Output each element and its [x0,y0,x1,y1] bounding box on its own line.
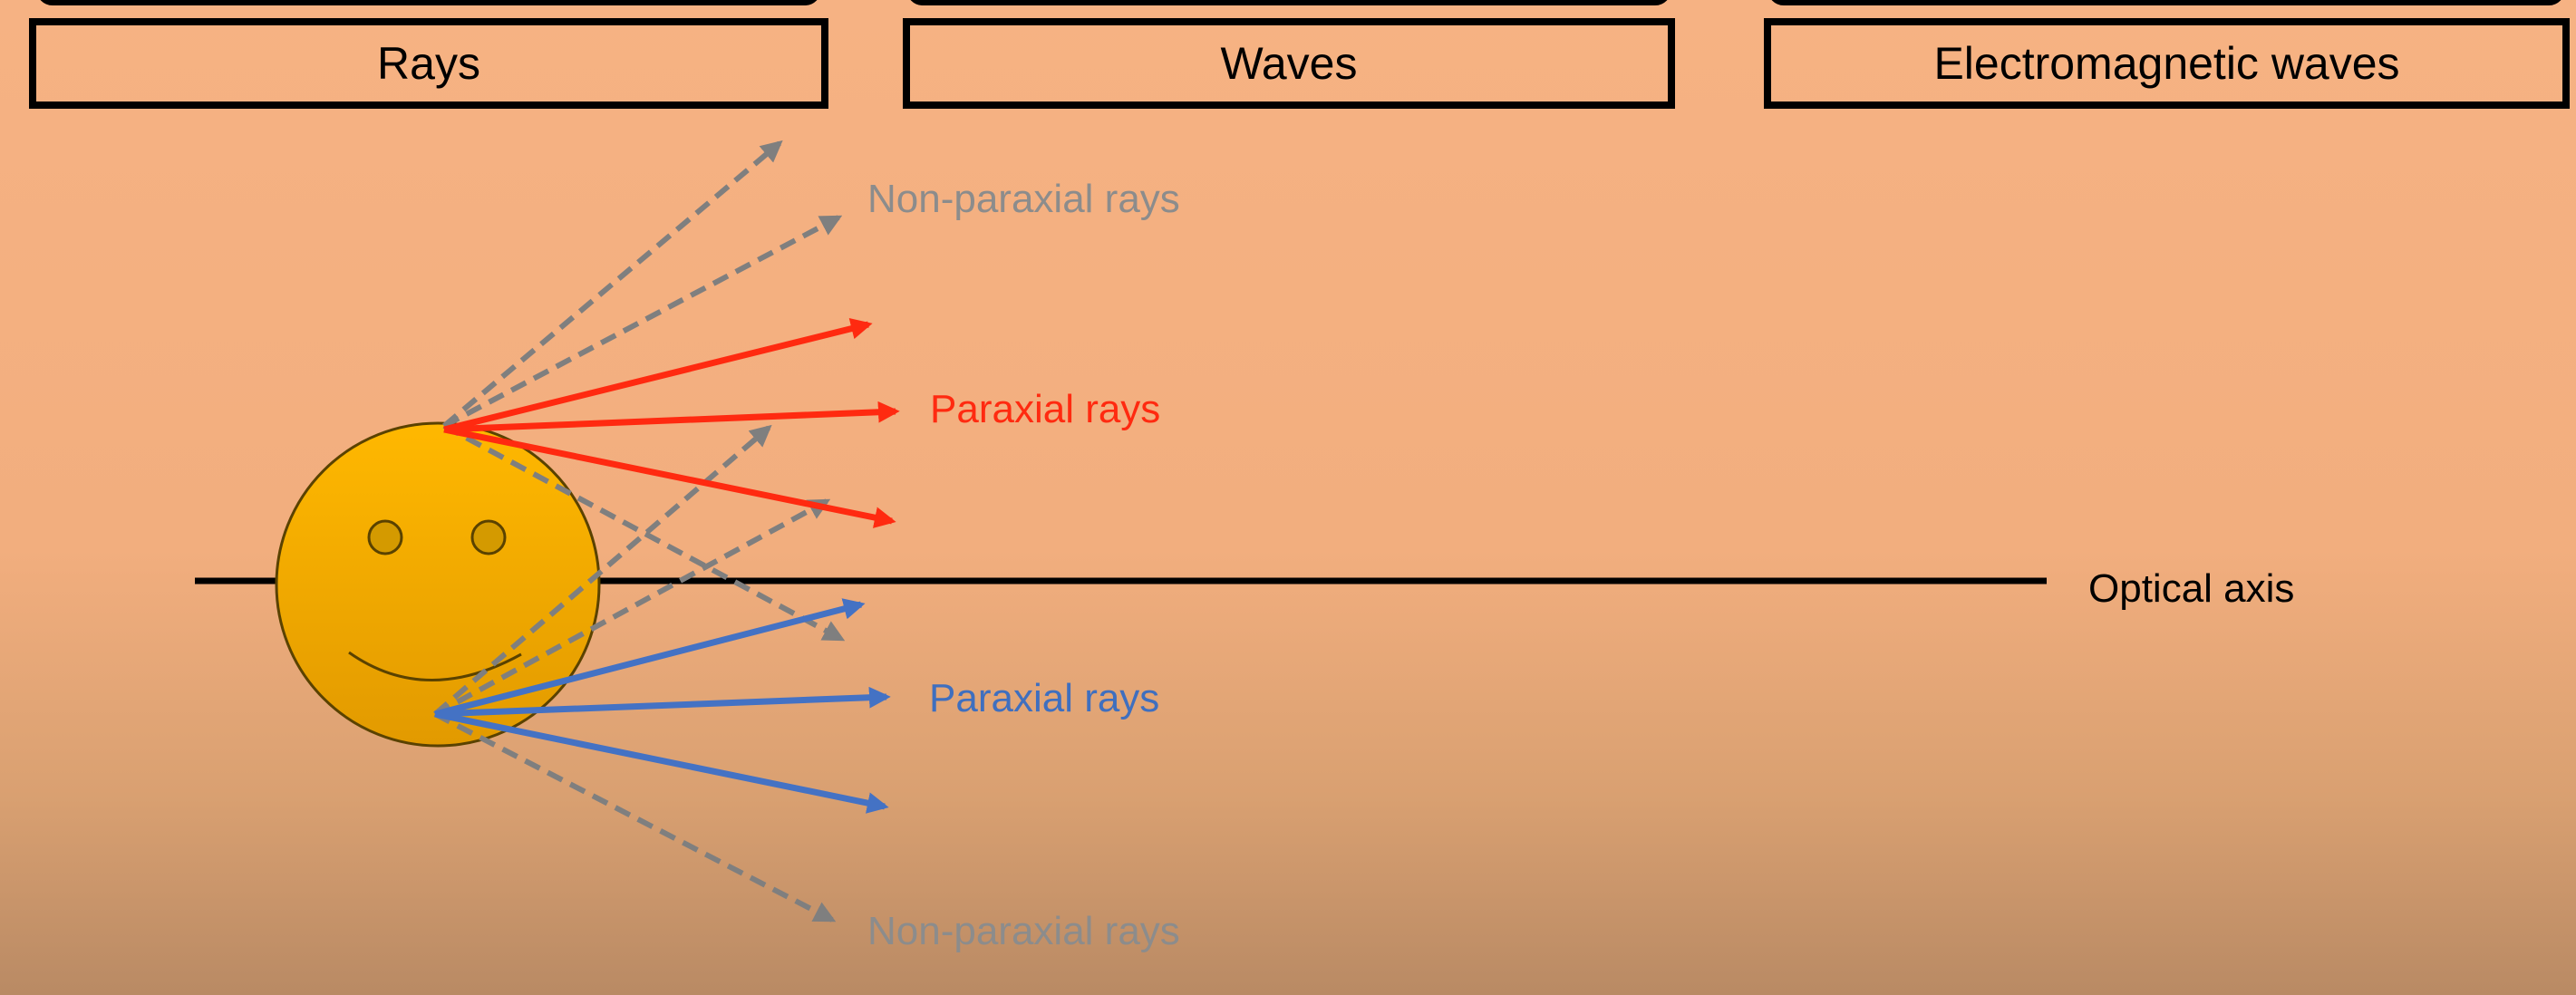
heading-waves-label: Waves [1220,38,1358,89]
paraxial-rays-top-group [443,318,900,528]
paraxial-ray-bottom [434,598,866,718]
non-paraxial-ray [433,711,837,923]
paraxial-ray-top [443,426,896,528]
label-optical-axis: Optical axis [2088,566,2295,611]
heading-electromagnetic-waves[interactable]: Electromagnetic waves [1764,18,2570,109]
paraxial-rays-bottom-group [434,598,891,814]
non-paraxial-ray [433,424,772,717]
label-non-paraxial-rays-bottom: Non-paraxial rays [867,909,1180,953]
non-paraxial-ray [442,140,783,429]
label-paraxial-rays-bottom: Paraxial rays [929,676,1160,720]
label-paraxial-rays-top: Paraxial rays [930,387,1161,431]
label-non-paraxial-rays-top: Non-paraxial rays [867,177,1180,221]
paraxial-ray-bottom [434,710,889,814]
heading-waves[interactable]: Waves [903,18,1675,109]
heading-rays[interactable]: Rays [29,18,828,109]
smiley-face-icon [275,421,601,748]
heading-electromagnetic-waves-label: Electromagnetic waves [1933,38,2400,89]
heading-rays-label: Rays [377,38,480,89]
paraxial-ray-top [443,401,900,433]
non-paraxial-ray [433,498,831,717]
paraxial-ray-top [443,318,873,433]
paraxial-ray-bottom [434,686,891,718]
non-paraxial-ray [442,215,843,429]
non-paraxial-rays-group [433,140,846,923]
